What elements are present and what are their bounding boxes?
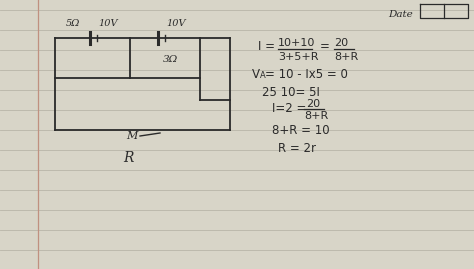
Text: 10+10: 10+10 <box>278 38 315 48</box>
Text: 5Ω: 5Ω <box>66 19 80 28</box>
Text: 8+R: 8+R <box>334 52 358 62</box>
Text: 8+R = 10: 8+R = 10 <box>272 123 329 136</box>
Text: 3+5+R: 3+5+R <box>278 52 319 62</box>
Text: M: M <box>126 131 137 141</box>
Text: I =: I = <box>258 41 275 54</box>
Text: V: V <box>252 68 260 80</box>
Text: 20: 20 <box>306 99 320 109</box>
Text: A: A <box>260 72 266 80</box>
Text: 3Ω: 3Ω <box>163 55 178 65</box>
Text: =: = <box>320 41 330 54</box>
Text: Date: Date <box>388 10 413 19</box>
Text: = 10 - Ix5 = 0: = 10 - Ix5 = 0 <box>265 68 348 80</box>
Text: 25 10= 5I: 25 10= 5I <box>262 86 320 98</box>
Text: R: R <box>123 151 133 165</box>
Text: R = 2r: R = 2r <box>278 141 316 154</box>
Text: 20: 20 <box>334 38 348 48</box>
Text: 10V: 10V <box>98 19 118 28</box>
Text: I=2 =: I=2 = <box>272 101 306 115</box>
Text: 8+R: 8+R <box>304 111 328 121</box>
Text: 10V: 10V <box>166 19 186 28</box>
